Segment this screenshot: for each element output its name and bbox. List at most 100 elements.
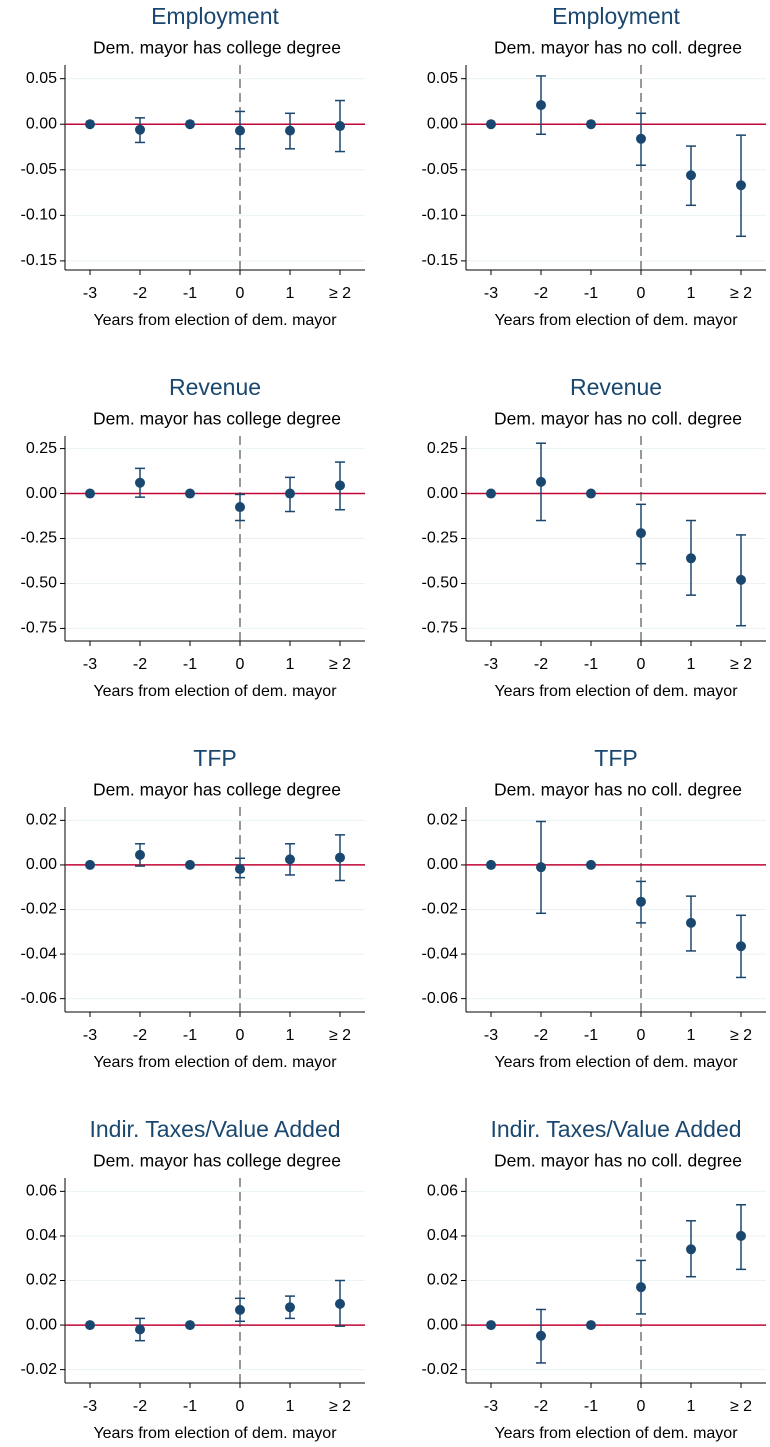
x-tick-label: -3 [484, 1398, 498, 1415]
x-tick-label: 0 [637, 1027, 646, 1044]
y-tick-label: -0.05 [21, 161, 58, 178]
point [135, 124, 145, 135]
point [686, 917, 696, 928]
x-tick-label: 1 [687, 285, 696, 302]
x-tick-label: -2 [133, 1027, 147, 1044]
y-tick-label: -0.02 [21, 901, 58, 918]
y-tick-label: -0.06 [422, 990, 459, 1007]
x-tick-label: ≥ 2 [329, 1398, 351, 1415]
x-tick-label: -3 [484, 285, 498, 302]
y-tick-label: -0.25 [21, 530, 58, 547]
x-tick-label: 1 [286, 656, 295, 673]
point [536, 1330, 546, 1341]
point [185, 859, 195, 870]
panel-title: TFP [594, 745, 637, 771]
point [285, 488, 295, 499]
y-tick-label: 0.06 [26, 1183, 57, 1200]
x-tick-label: 1 [687, 1027, 696, 1044]
x-axis-label: Years from election of dem. mayor [494, 1054, 738, 1071]
x-axis-label: Years from election of dem. mayor [93, 1054, 337, 1071]
point [135, 477, 145, 488]
y-tick-label: 0.04 [427, 1227, 458, 1244]
panel-title: Employment [552, 3, 680, 29]
point [285, 854, 295, 865]
point [586, 1320, 596, 1331]
x-tick-label: -3 [83, 656, 97, 673]
y-tick-label: 0.02 [427, 812, 458, 829]
panel-subtitle: Dem. mayor has no coll. degree [494, 409, 742, 429]
y-tick-label: 0.04 [26, 1227, 57, 1244]
x-tick-label: -2 [534, 285, 548, 302]
point [486, 859, 496, 870]
x-axis-label: Years from election of dem. mayor [494, 683, 738, 700]
x-tick-label: -1 [584, 1398, 598, 1415]
x-tick-label: 1 [286, 285, 295, 302]
point [85, 1320, 95, 1331]
point [536, 100, 546, 111]
x-axis-label: Years from election of dem. mayor [494, 1425, 738, 1442]
x-tick-label: ≥ 2 [329, 656, 351, 673]
y-tick-label: 0.00 [26, 115, 57, 132]
x-tick-label: -1 [183, 285, 197, 302]
point [185, 1320, 195, 1331]
point [486, 119, 496, 130]
x-tick-label: ≥ 2 [329, 1027, 351, 1044]
y-tick-label: -0.06 [21, 990, 58, 1007]
x-tick-label: -2 [133, 285, 147, 302]
y-tick-label: -0.15 [21, 252, 58, 269]
point [486, 488, 496, 499]
point [85, 119, 95, 130]
panel-subtitle: Dem. mayor has college degree [93, 38, 341, 58]
y-tick-label: 0.05 [26, 70, 57, 87]
y-tick-label: -0.50 [422, 575, 459, 592]
y-tick-label: -0.04 [21, 945, 58, 962]
panel-subtitle: Dem. mayor has college degree [93, 409, 341, 429]
y-tick-label: 0.06 [427, 1183, 458, 1200]
panel-title: TFP [193, 745, 236, 771]
x-tick-label: 1 [286, 1398, 295, 1415]
y-tick-label: 0.00 [26, 485, 57, 502]
point [135, 849, 145, 860]
point [686, 1244, 696, 1255]
y-tick-label: -0.50 [21, 575, 58, 592]
x-tick-label: -3 [83, 1398, 97, 1415]
point [85, 488, 95, 499]
y-tick-label: 0.00 [427, 485, 458, 502]
y-tick-label: 0.00 [26, 1316, 57, 1333]
point [285, 125, 295, 136]
x-tick-label: -1 [183, 1398, 197, 1415]
point [536, 476, 546, 487]
point [586, 859, 596, 870]
panel-title: Indir. Taxes/Value Added [490, 1116, 741, 1142]
point [235, 502, 245, 513]
point [285, 1302, 295, 1313]
x-tick-label: 1 [286, 1027, 295, 1044]
point [586, 488, 596, 499]
point [235, 125, 245, 136]
panel-title: Revenue [570, 374, 662, 400]
x-tick-label: -1 [584, 1027, 598, 1044]
point [335, 121, 345, 132]
x-tick-label: 0 [236, 1027, 245, 1044]
y-tick-label: 0.00 [427, 856, 458, 873]
point [636, 133, 646, 144]
y-tick-label: 0.25 [26, 440, 57, 457]
y-tick-label: 0.00 [427, 1316, 458, 1333]
x-tick-label: 0 [637, 285, 646, 302]
x-tick-label: -1 [183, 656, 197, 673]
x-tick-label: 0 [236, 1398, 245, 1415]
panel-subtitle: Dem. mayor has no coll. degree [494, 1151, 742, 1171]
panel-subtitle: Dem. mayor has college degree [93, 780, 341, 800]
x-tick-label: -1 [183, 1027, 197, 1044]
x-tick-label: -1 [584, 285, 598, 302]
panel-subtitle: Dem. mayor has no coll. degree [494, 38, 742, 58]
x-tick-label: 1 [687, 1398, 696, 1415]
x-tick-label: -2 [534, 656, 548, 673]
panel-title: Revenue [169, 374, 261, 400]
point [686, 553, 696, 564]
panel-title: Indir. Taxes/Value Added [89, 1116, 340, 1142]
x-tick-label: ≥ 2 [730, 656, 752, 673]
point [85, 859, 95, 870]
point [736, 941, 746, 952]
